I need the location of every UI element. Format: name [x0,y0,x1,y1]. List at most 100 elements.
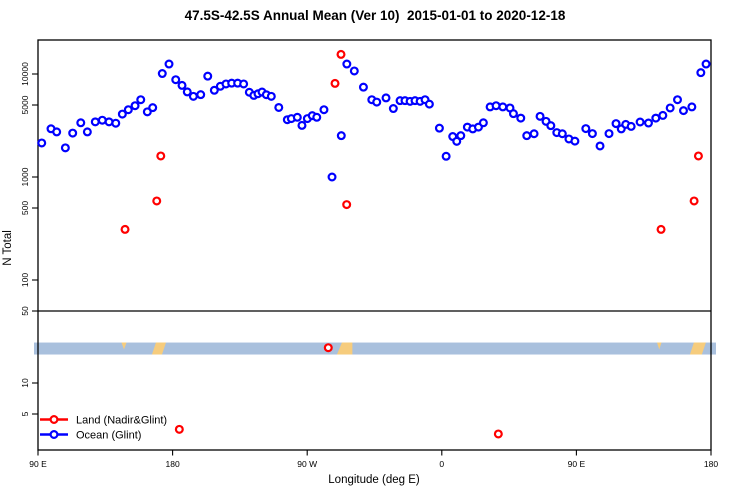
legend-land-label: Land (Nadir&Glint) [76,415,167,427]
land-point [493,429,503,439]
y-tick-label: 5000 [20,95,30,114]
plot-layers: 10000 5000 1000 500 100 50 10 5 90 E 180 90 W 0 90 E… [20,39,718,469]
ocean-point [266,91,276,101]
ocean-point [136,95,146,105]
ocean-point [52,127,62,137]
y-tick-label: 500 [20,201,30,215]
ocean-point [611,119,621,129]
ocean-point [434,123,444,133]
ocean-point [626,121,636,131]
ocean-point [60,143,70,153]
land-patch [151,342,166,355]
ocean-point [182,87,192,97]
ocean-point [701,59,711,69]
land-point [174,424,184,434]
ocean-point [581,124,591,134]
ocean-point [203,71,213,81]
ocean-point [164,59,174,69]
land-point [689,196,699,206]
land-point [152,196,162,206]
ocean-point [595,141,605,151]
ocean-point [587,129,597,139]
ocean-point [452,136,462,146]
x-tick-label: 90 E [29,459,47,469]
ocean-point [171,75,181,85]
land-point [156,151,166,161]
legend-ocean-label: Ocean (Glint) [76,430,141,442]
ocean-point [665,103,675,113]
y-tick-label: 1000 [20,167,30,186]
land-point [656,224,666,234]
ocean-point [635,117,645,127]
legend-ocean-marker-icon [49,430,59,440]
land-point [120,224,130,234]
ocean-point [388,104,398,114]
ocean-point [82,127,92,137]
ocean-point [424,99,434,109]
ocean-point [381,93,391,103]
x-tick-label: 90 E [568,459,586,469]
ocean-point [312,112,322,122]
ocean-point [157,69,167,79]
ocean-point [696,68,706,78]
ocean-point [491,101,501,111]
chart-title: 47.5S-42.5S Annual Mean (Ver 10) 2015-01… [184,8,566,23]
ocean-point [319,105,329,115]
ocean-point [327,172,337,182]
land-point [693,151,703,161]
ocean-point [358,82,368,92]
ocean-point [90,117,100,127]
x-tick-label: 90 W [297,459,317,469]
ocean-point [643,118,653,128]
land-point [330,78,340,88]
ocean-point [498,102,508,112]
ocean-point [658,110,668,120]
ocean-point [508,109,518,119]
ocean-point [130,101,140,111]
y-tick-label: 10 [20,378,30,388]
ocean-point [111,118,121,128]
y-tick-label: 100 [20,273,30,287]
ocean-point [239,79,249,89]
y-tick-label: 10000 [20,62,30,86]
land-point [336,49,346,59]
ocean-point [117,109,127,119]
land-point [342,200,352,210]
ocean-point [456,131,466,141]
ocean-point [188,91,198,101]
land-patch [336,342,353,355]
legend-land-marker-icon [49,415,59,425]
land-patch [121,342,127,350]
land-patch [657,342,662,350]
ocean-point [68,128,78,138]
x-axis-label: Longitude (deg E) [328,474,420,486]
ocean-point [292,112,302,122]
land-patch [689,342,706,355]
legend: Land (Nadir&Glint) Ocean (Glint) [40,415,167,442]
ocean-point [546,121,556,131]
ocean-point [196,90,206,100]
ocean-point [570,136,580,146]
ocean-point [687,102,697,112]
ocean-point [441,151,451,161]
ocean-point [76,118,86,128]
ocean-point [372,97,382,107]
plot-frame [37,39,712,451]
ocean-point [516,113,526,123]
ocean-point [148,103,158,113]
ocean-point [274,102,284,112]
y-tick-label: 5 [20,411,30,416]
y-tick-label: 50 [20,306,30,316]
ocean-point [349,66,359,76]
ocean-point [342,59,352,69]
ocean-point [557,129,567,139]
ocean-point [678,106,688,116]
land-point [323,343,333,353]
ocean-point [123,105,133,115]
ocean-point [604,129,614,139]
ocean-point [37,138,47,148]
ocean-point [209,85,219,95]
x-tick-label: 180 [704,459,718,469]
